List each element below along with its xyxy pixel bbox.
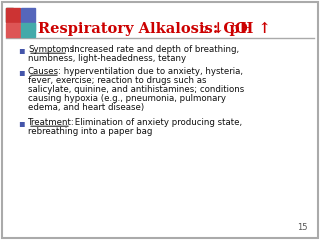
Text: Symptoms:: Symptoms: — [28, 45, 77, 54]
Bar — [6, 23, 20, 37]
FancyBboxPatch shape — [2, 2, 318, 238]
Text: numbness, light-headedness, tetany: numbness, light-headedness, tetany — [28, 54, 186, 63]
Text: 2: 2 — [201, 26, 208, 35]
Text: salicylate, quinine, and antihistamines; conditions: salicylate, quinine, and antihistamines;… — [28, 85, 244, 94]
Text: Elimination of anxiety producing state,: Elimination of anxiety producing state, — [72, 118, 242, 127]
Text: ↓ pH ↑: ↓ pH ↑ — [207, 22, 271, 36]
Text: causing hypoxia (e.g., pneumonia, pulmonary: causing hypoxia (e.g., pneumonia, pulmon… — [28, 94, 226, 103]
Text: fever, exercise; reaction to drugs such as: fever, exercise; reaction to drugs such … — [28, 76, 206, 85]
Text: rebreathing into a paper bag: rebreathing into a paper bag — [28, 127, 152, 136]
Text: edema, and heart disease): edema, and heart disease) — [28, 103, 144, 112]
Bar — [6, 8, 13, 22]
Text: Increased rate and depth of breathing,: Increased rate and depth of breathing, — [69, 45, 239, 54]
Text: Treatment:: Treatment: — [28, 118, 75, 127]
Bar — [21, 23, 35, 37]
Text: Respiratory Alkalosis: CO: Respiratory Alkalosis: CO — [38, 22, 248, 36]
Text: ▪: ▪ — [18, 45, 25, 55]
Text: 15: 15 — [298, 223, 308, 232]
Bar — [6, 8, 20, 22]
Bar — [21, 8, 35, 22]
Text: Causes:: Causes: — [28, 67, 62, 76]
Text: hyperventilation due to anxiety, hysteria,: hyperventilation due to anxiety, hysteri… — [61, 67, 243, 76]
Text: ▪: ▪ — [18, 118, 25, 128]
Text: ▪: ▪ — [18, 67, 25, 77]
Bar — [21, 23, 35, 30]
